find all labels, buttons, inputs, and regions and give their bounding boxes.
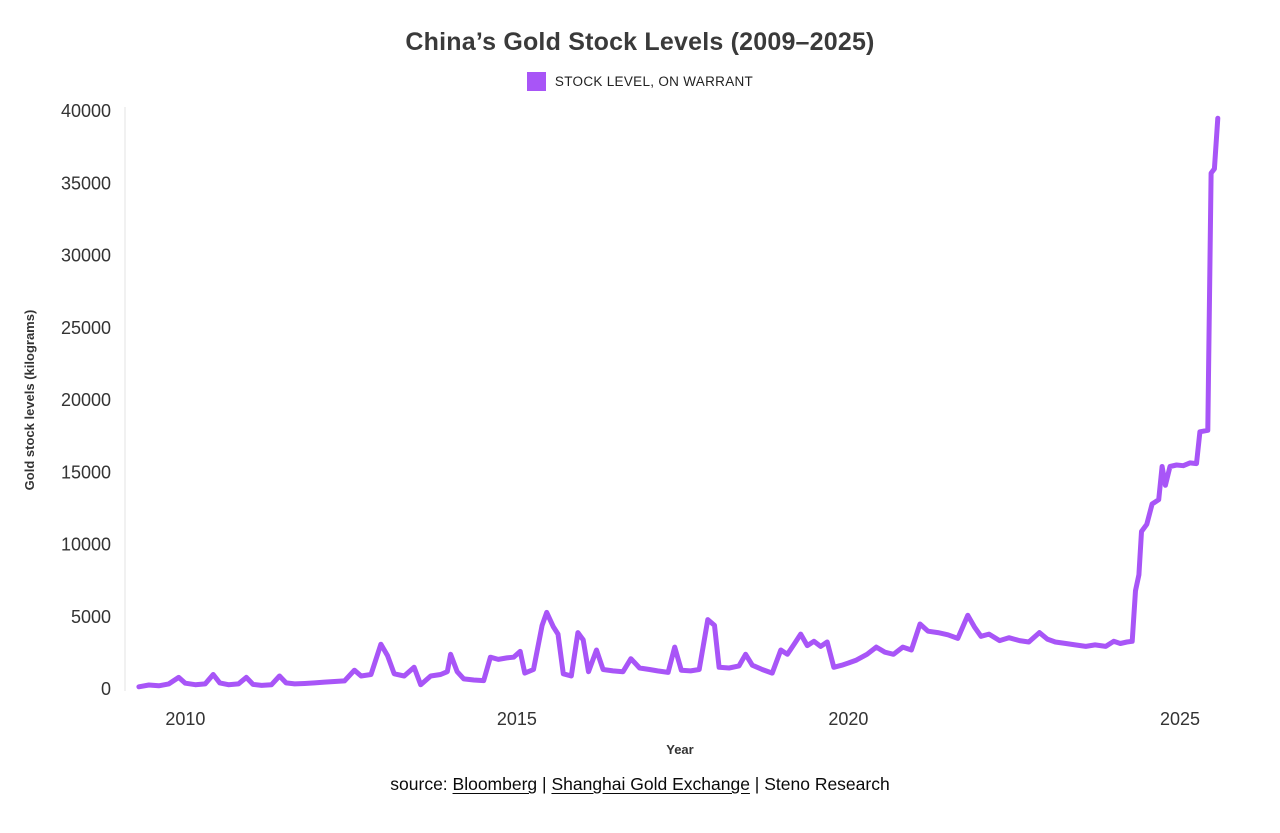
source-separator: | [749, 774, 765, 794]
source-link-bloomberg[interactable]: Bloomberg [452, 774, 538, 794]
x-tick-label-2010: 2010 [165, 709, 205, 729]
y-tick-label-25000: 25000 [61, 318, 111, 338]
source-link-shanghai-gold-exchange[interactable]: Shanghai Gold Exchange [551, 774, 750, 794]
stock-level-line [136, 115, 1221, 690]
source-prefix: source: [390, 774, 453, 794]
chart-title: China’s Gold Stock Levels (2009–2025) [405, 28, 875, 56]
legend-label: STOCK LEVEL, ON WARRANT [554, 74, 754, 89]
line-chart: Gold stock levels (kilograms) Year 0 5000… [22, 101, 1221, 757]
y-tick-label-30000: 30000 [61, 246, 111, 266]
x-axis-title: Year [666, 742, 693, 757]
x-tick-label-2020: 2020 [828, 709, 868, 729]
y-tick-label-35000: 35000 [61, 173, 111, 193]
y-tick-label-0: 0 [101, 679, 111, 699]
legend: STOCK LEVEL, ON WARRANT [0, 72, 1280, 91]
y-axis-title: Gold stock levels (kilograms) [22, 310, 37, 491]
y-tick-label-20000: 20000 [61, 390, 111, 410]
y-tick-label-5000: 5000 [71, 607, 111, 627]
y-tick-label-40000: 40000 [61, 101, 111, 121]
x-tick-label-2025: 2025 [1160, 709, 1200, 729]
legend-swatch-icon [526, 72, 546, 91]
source-separator: | [537, 774, 552, 794]
y-tick-label-15000: 15000 [61, 462, 111, 482]
x-tick-label-2015: 2015 [497, 709, 537, 729]
source-line: source: Bloomberg | Shanghai Gold Exchan… [0, 774, 1280, 795]
y-tick-label-10000: 10000 [61, 535, 111, 555]
source-credit: Steno Research [764, 774, 890, 794]
